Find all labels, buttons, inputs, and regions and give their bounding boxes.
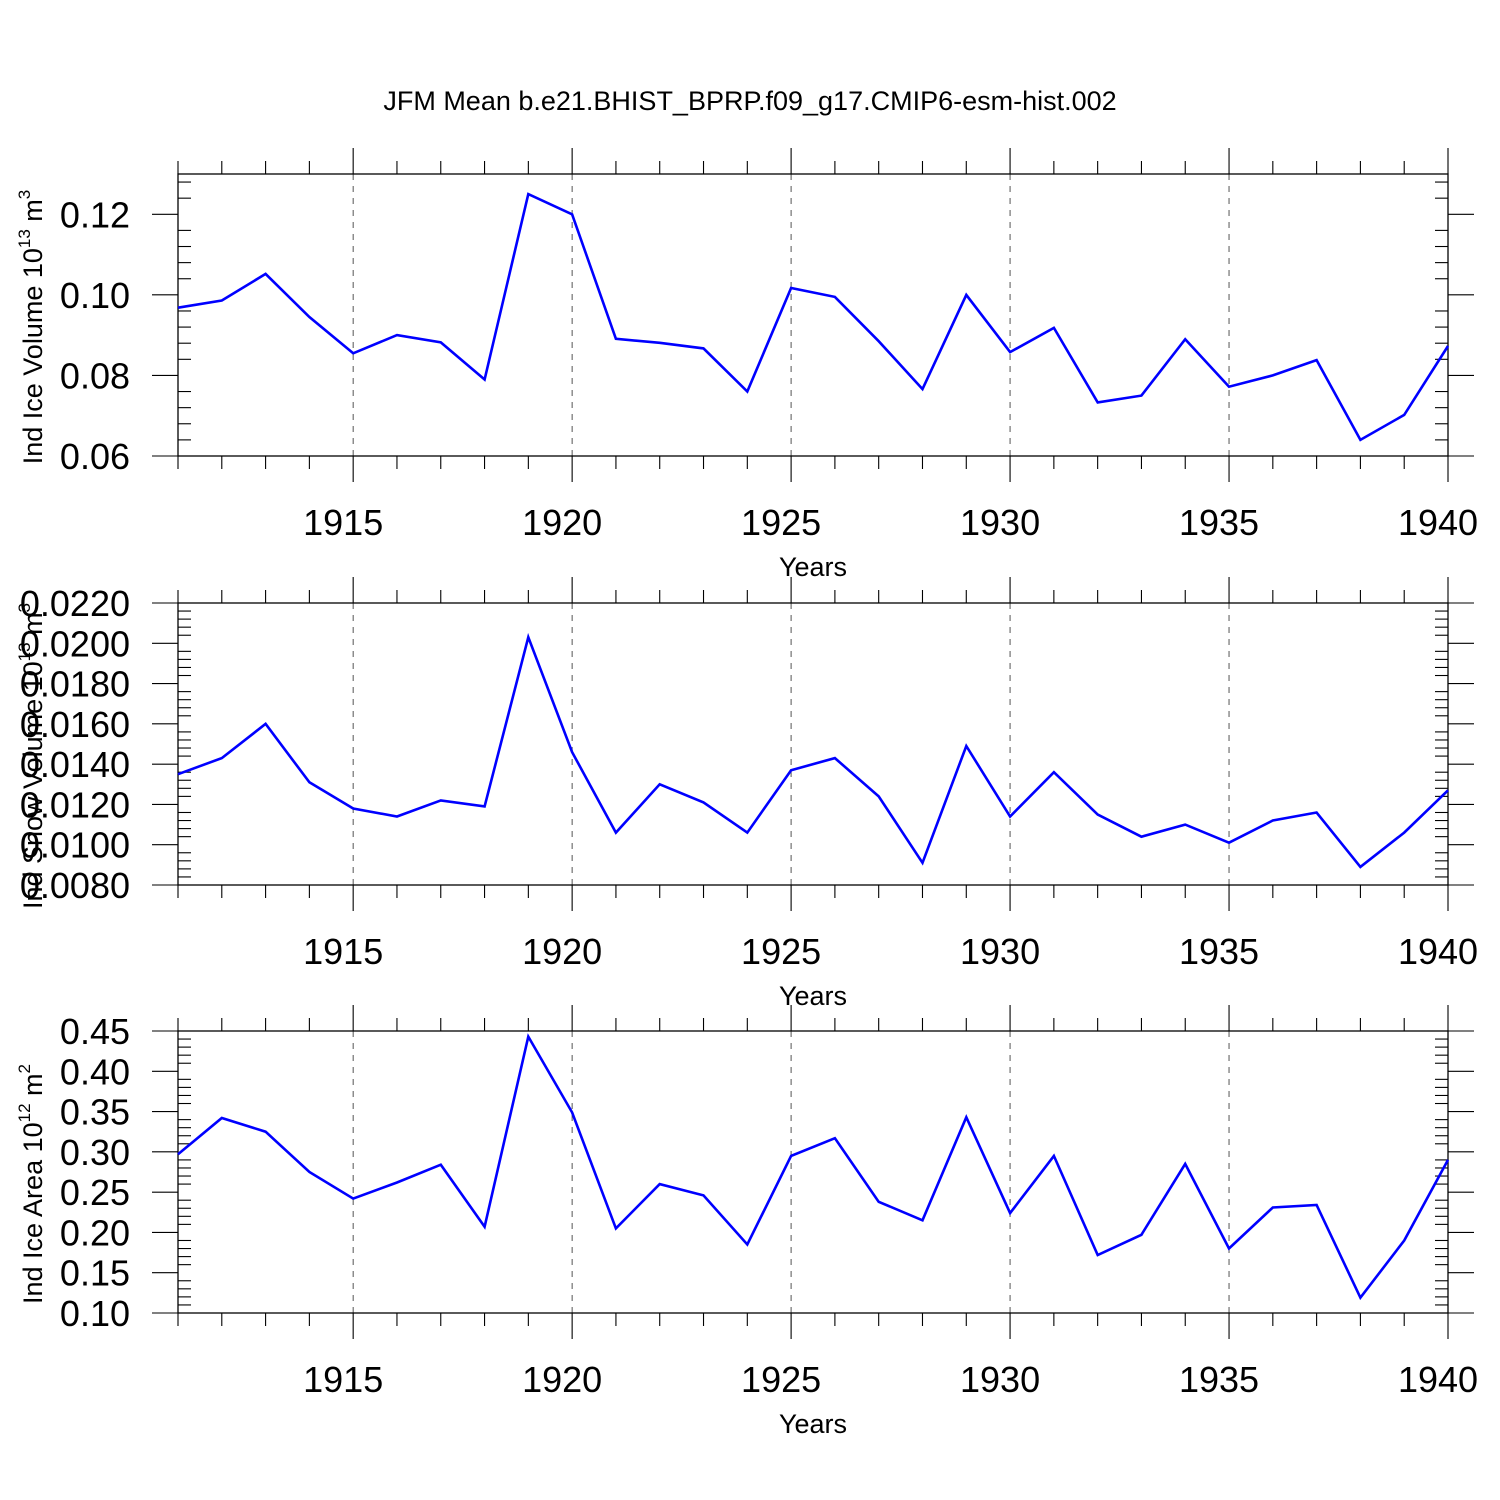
x-tick-label: 1940 [1398,931,1478,972]
x-tick-label: 1915 [303,1359,383,1400]
y-tick-label: 0.35 [60,1092,130,1133]
y-tick-label: 0.0200 [20,623,130,664]
y-tick-label: 0.0220 [20,583,130,624]
y-tick-label: 0.10 [60,1293,130,1334]
x-tick-label: 1920 [522,502,602,543]
x-tick-label: 1930 [960,931,1040,972]
series-line [177,632,1449,869]
x-tick-label: 1930 [960,1359,1040,1400]
y-tick-label: 0.0140 [20,744,130,785]
y-tick-label: 0.0080 [20,865,130,906]
x-tick-label: 1930 [960,502,1040,543]
y-tick-label: 0.25 [60,1172,130,1213]
x-tick-label: 1925 [741,931,821,972]
x-axis-label: Years [779,1409,847,1439]
x-tick-label: 1925 [741,1359,821,1400]
x-axis-label: Years [779,552,847,582]
y-tick-label: 0.0180 [20,664,130,705]
x-tick-label: 1940 [1398,502,1478,543]
plot-frame [177,602,1449,886]
x-tick-label: 1935 [1179,1359,1259,1400]
figure-title: JFM Mean b.e21.BHIST_BPRP.f09_g17.CMIP6-… [383,86,1116,116]
y-axis-label: Ind Ice Area 1012 m2 [15,1064,48,1304]
y-tick-label: 0.12 [60,194,130,235]
y-tick-label: 0.15 [60,1253,130,1294]
x-tick-label: 1925 [741,502,821,543]
y-tick-label: 0.10 [60,275,130,316]
y-tick-label: 0.0120 [20,784,130,825]
chart-panel-1: 0.06 0.08 0.10 0.12 1915 1920 1925 1930 1935 1940… [15,148,1478,582]
x-tick-label: 1935 [1179,931,1259,972]
x-tick-label: 1920 [522,1359,602,1400]
x-axis-label: Years [779,981,847,1011]
series-line [177,1033,1450,1301]
chart-panel-3: 0.100.150.200.250.300.350.400.45 1915 1920… [15,1005,1478,1439]
y-tick-label: 0.40 [60,1051,130,1092]
panels: 0.06 0.08 0.10 0.12 1915 1920 1925 1930 1935 1940… [15,148,1478,1439]
series-line [177,192,1450,442]
x-tick-label: 1940 [1398,1359,1478,1400]
plot-frame [177,1030,1449,1314]
y-tick-label: 0.06 [60,436,130,477]
x-tick-label: 1915 [303,931,383,972]
y-tick-label: 0.45 [60,1011,130,1052]
y-tick-label: 0.0160 [20,704,130,745]
chart-panel-2: 0.00800.01000.01200.01400.01600.01800.02… [15,577,1478,1011]
x-tick-label: 1915 [303,502,383,543]
y-axis-label: Ind Ice Volume 1013 m3 [15,190,48,465]
plot-frame [177,173,1449,457]
y-tick-label: 0.30 [60,1132,130,1173]
y-axis-label: Ind Snow Volume 1013 m3 [15,603,48,909]
y-tick-label: 0.08 [60,355,130,396]
x-tick-label: 1935 [1179,502,1259,543]
y-tick-label: 0.20 [60,1212,130,1253]
y-tick-label: 0.0100 [20,825,130,866]
x-tick-label: 1920 [522,931,602,972]
